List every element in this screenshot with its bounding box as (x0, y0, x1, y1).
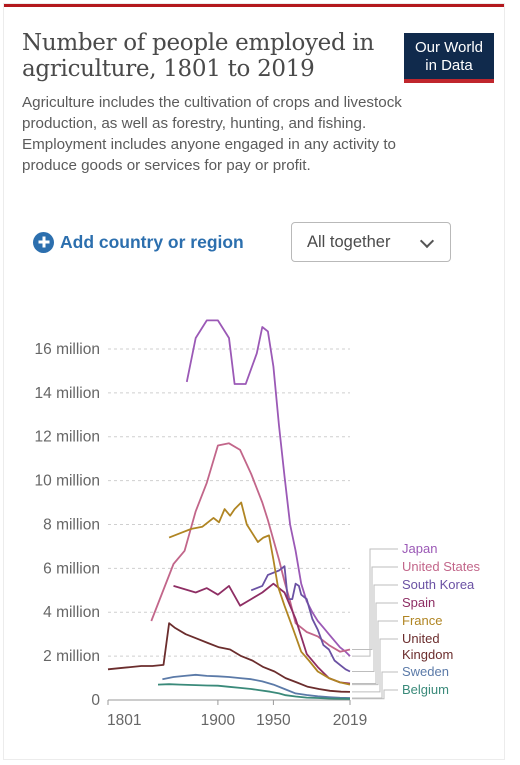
y-tick-label: 12 million (35, 429, 100, 446)
y-tick-label: 0 (91, 692, 100, 709)
series-line-france[interactable] (168, 501, 351, 686)
x-tick-label: 1950 (256, 712, 291, 729)
legend-label-united-kingdom[interactable]: United Kingdom (402, 631, 453, 662)
series-line-japan[interactable] (185, 319, 351, 657)
series-line-spain[interactable] (173, 582, 351, 685)
legend-label-sweden[interactable]: Sweden (402, 664, 449, 679)
series-line-south-korea[interactable] (250, 565, 351, 673)
chart-title: Number of people employed in agriculture… (22, 30, 374, 82)
add-country-label: Add country or region (60, 231, 244, 252)
y-tick-label: 14 million (35, 385, 100, 402)
x-tick-label: 1801 (107, 712, 141, 729)
plus-circle-icon (33, 231, 54, 253)
chart-subtitle: Agriculture includes the cultivation of … (22, 94, 402, 174)
legend-connector (352, 584, 398, 672)
chart-card (4, 4, 504, 759)
y-tick-label: 16 million (35, 341, 100, 358)
legend-connector (352, 689, 398, 700)
legend-connector (352, 671, 398, 699)
series-line-sweden[interactable] (162, 673, 351, 699)
legend-label-japan[interactable]: Japan (402, 541, 437, 556)
x-tick-label: 2019 (333, 712, 367, 729)
owid-logo[interactable]: Our World in Data (404, 33, 494, 83)
y-tick-label: 10 million (35, 473, 100, 490)
y-tick-label: 8 million (43, 516, 100, 533)
x-tick-label: 1900 (201, 712, 236, 729)
legend-label-france[interactable]: France (402, 613, 442, 628)
legend-connector (352, 566, 398, 650)
y-tick-label: 6 million (43, 560, 100, 577)
add-country-button[interactable]: Add country or region (33, 229, 244, 255)
legend-label-spain[interactable]: Spain (402, 595, 435, 610)
dropdown-selected-value: All together (307, 232, 391, 251)
legend-connector (352, 602, 398, 684)
series-line-united-kingdom[interactable] (107, 622, 351, 693)
logo-line-2: in Data (425, 57, 473, 74)
legend-label-south-korea[interactable]: South Korea (402, 577, 475, 592)
logo-line-1: Our World (414, 39, 484, 56)
legend-label-belgium[interactable]: Belgium (402, 682, 449, 697)
series-line-united-states[interactable] (150, 442, 351, 653)
legend-connector (352, 638, 398, 693)
chart-mode-dropdown[interactable]: All together (291, 222, 451, 262)
legend-connector (352, 548, 398, 657)
y-tick-label: 2 million (43, 648, 100, 665)
y-tick-label: 4 million (43, 604, 100, 621)
legend-connector (352, 620, 398, 686)
series-line-belgium[interactable] (157, 683, 351, 700)
legend-label-united-states[interactable]: United States (402, 559, 481, 574)
